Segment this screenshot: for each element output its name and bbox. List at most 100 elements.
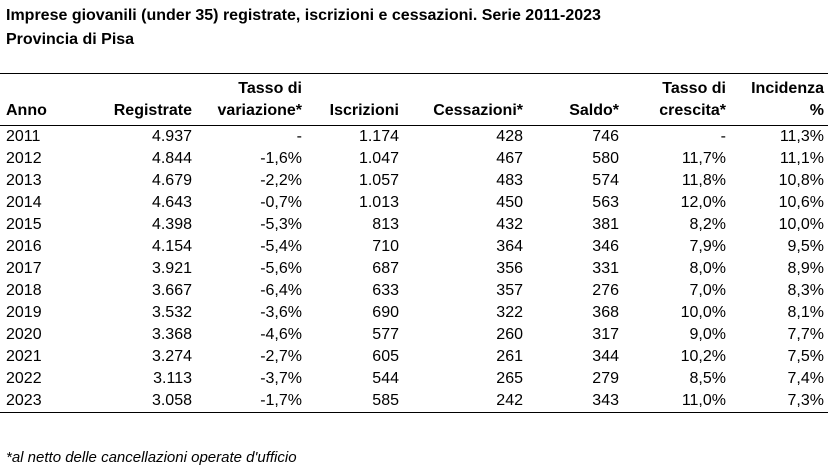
cell-anno: 2012 <box>6 150 42 167</box>
cell-cessazioni: 242 <box>403 390 527 413</box>
table-title: Imprese giovanili (under 35) registrate,… <box>6 7 601 24</box>
cell-tasso-crescita: 9,0% <box>689 326 726 343</box>
table-row: 2022 3.113 -3,7% 544 265 279 8,5% 7,4% <box>0 368 828 390</box>
data-table: Anno Registrate Tasso di variazione* Iscr… <box>0 73 828 413</box>
cell-iscrizioni: 1.047 <box>358 150 399 167</box>
cell-anno: 2011 <box>6 128 41 145</box>
cell-tasso-variazione: -3,7% <box>260 370 302 387</box>
cell-saldo: 276 <box>592 282 619 299</box>
table-row: 2020 3.368 -4,6% 577 260 317 9,0% 7,7% <box>0 324 828 346</box>
header-iscrizioni: Iscrizioni <box>306 73 403 126</box>
header-saldo: Saldo* <box>527 73 623 126</box>
cell-tasso-crescita: 8,5% <box>689 370 726 387</box>
cell-saldo: 368 <box>592 304 619 321</box>
header-cessazioni: Cessazioni* <box>403 73 527 126</box>
cell-registrate: 4.643 <box>151 194 192 211</box>
header-tasso-crescita: Tasso di crescita* <box>623 73 730 126</box>
cell-registrate: 3.058 <box>90 390 196 413</box>
cell-saldo: 317 <box>592 326 619 343</box>
cell-incidenza: 7,3% <box>730 390 828 413</box>
cell-cessazioni: 261 <box>496 348 523 365</box>
cell-incidenza: 8,3% <box>787 282 824 299</box>
header-registrate: Registrate <box>90 73 196 126</box>
cell-tasso-crescita: 8,2% <box>689 216 726 233</box>
cell-iscrizioni: 1.013 <box>358 194 399 211</box>
cell-tasso-crescita: 8,0% <box>689 260 726 277</box>
cell-saldo: 343 <box>527 390 623 413</box>
header-tasso-variazione-line1: Tasso di <box>238 80 302 97</box>
cell-anno: 2019 <box>6 304 42 321</box>
cell-registrate: 4.937 <box>151 128 192 145</box>
cell-iscrizioni: 1.174 <box>358 128 399 145</box>
cell-registrate: 4.844 <box>151 150 192 167</box>
cell-registrate: 3.921 <box>151 260 192 277</box>
cell-saldo: 346 <box>592 238 619 255</box>
cell-anno: 2013 <box>6 172 42 189</box>
table-row: 2016 4.154 -5,4% 710 364 346 7,9% 9,5% <box>0 236 828 258</box>
cell-registrate: 3.667 <box>151 282 192 299</box>
cell-saldo: 746 <box>592 128 619 145</box>
cell-cessazioni: 265 <box>496 370 523 387</box>
cell-tasso-variazione: -5,6% <box>260 260 302 277</box>
cell-saldo: 580 <box>592 150 619 167</box>
cell-incidenza: 10,8% <box>778 172 824 189</box>
footnote: *al netto delle cancellazioni operate d'… <box>6 449 297 466</box>
cell-registrate: 4.398 <box>151 216 192 233</box>
cell-iscrizioni: 577 <box>372 326 399 343</box>
header-anno: Anno <box>0 73 90 126</box>
cell-anno: 2023 <box>0 390 90 413</box>
cell-registrate: 3.274 <box>151 348 192 365</box>
cell-incidenza: 8,9% <box>787 260 824 277</box>
cell-cessazioni: 322 <box>496 304 523 321</box>
cell-tasso-variazione: -0,7% <box>260 194 302 211</box>
header-tasso-variazione: Tasso di variazione* <box>196 73 306 126</box>
table-body: 2011 4.937 - 1.174 428 746 - 11,3% 2012 4.844 -1,6… <box>0 126 828 413</box>
cell-tasso-variazione: -3,6% <box>260 304 302 321</box>
cell-iscrizioni: 1.057 <box>358 172 399 189</box>
cell-iscrizioni: 585 <box>306 390 403 413</box>
table-row: 2017 3.921 -5,6% 687 356 331 8,0% 8,9% <box>0 258 828 280</box>
cell-tasso-variazione: -5,3% <box>260 216 302 233</box>
table-subtitle: Provincia di Pisa <box>6 31 135 48</box>
cell-registrate: 3.532 <box>151 304 192 321</box>
cell-tasso-variazione: -6,4% <box>260 282 302 299</box>
cell-tasso-crescita: 7,9% <box>689 238 726 255</box>
header-incidenza-line1: Incidenza <box>751 80 824 97</box>
cell-tasso-crescita: 11,8% <box>681 172 726 189</box>
cell-anno: 2016 <box>6 238 42 255</box>
table-row: 2019 3.532 -3,6% 690 322 368 10,0% 8,1% <box>0 302 828 324</box>
cell-iscrizioni: 690 <box>372 304 399 321</box>
cell-iscrizioni: 605 <box>372 348 399 365</box>
cell-anno: 2015 <box>6 216 42 233</box>
cell-tasso-variazione: -5,4% <box>260 238 302 255</box>
cell-tasso-crescita: 11,0% <box>623 390 730 413</box>
cell-anno: 2018 <box>6 282 42 299</box>
cell-anno: 2014 <box>6 194 42 211</box>
cell-registrate: 3.368 <box>151 326 192 343</box>
header-row: Anno Registrate Tasso di variazione* Iscr… <box>0 73 828 126</box>
table-row: 2023 3.058 -1,7% 585 242 343 11,0% 7,3% <box>0 390 828 413</box>
cell-incidenza: 8,1% <box>787 304 824 321</box>
cell-cessazioni: 357 <box>496 282 523 299</box>
table-row: 2018 3.667 -6,4% 633 357 276 7,0% 8,3% <box>0 280 828 302</box>
cell-saldo: 563 <box>592 194 619 211</box>
cell-tasso-crescita: 7,0% <box>689 282 726 299</box>
header-incidenza-line2: % <box>809 102 824 119</box>
cell-cessazioni: 260 <box>496 326 523 343</box>
cell-iscrizioni: 813 <box>372 216 399 233</box>
cell-anno: 2021 <box>6 348 42 365</box>
cell-cessazioni: 356 <box>496 260 523 277</box>
cell-cessazioni: 428 <box>496 128 523 145</box>
cell-tasso-variazione: - <box>296 128 302 145</box>
cell-saldo: 574 <box>592 172 619 189</box>
cell-tasso-variazione: -4,6% <box>260 326 302 343</box>
cell-cessazioni: 483 <box>496 172 523 189</box>
header-tasso-variazione-line2: variazione* <box>217 102 302 119</box>
header-incidenza: Incidenza% <box>730 73 828 126</box>
cell-saldo: 344 <box>592 348 619 365</box>
cell-iscrizioni: 633 <box>372 282 399 299</box>
table-row: 2014 4.643 -0,7% 1.013 450 563 12,0% 10,6% <box>0 192 828 214</box>
cell-tasso-crescita: 12,0% <box>680 194 726 211</box>
cell-registrate: 4.154 <box>151 238 192 255</box>
